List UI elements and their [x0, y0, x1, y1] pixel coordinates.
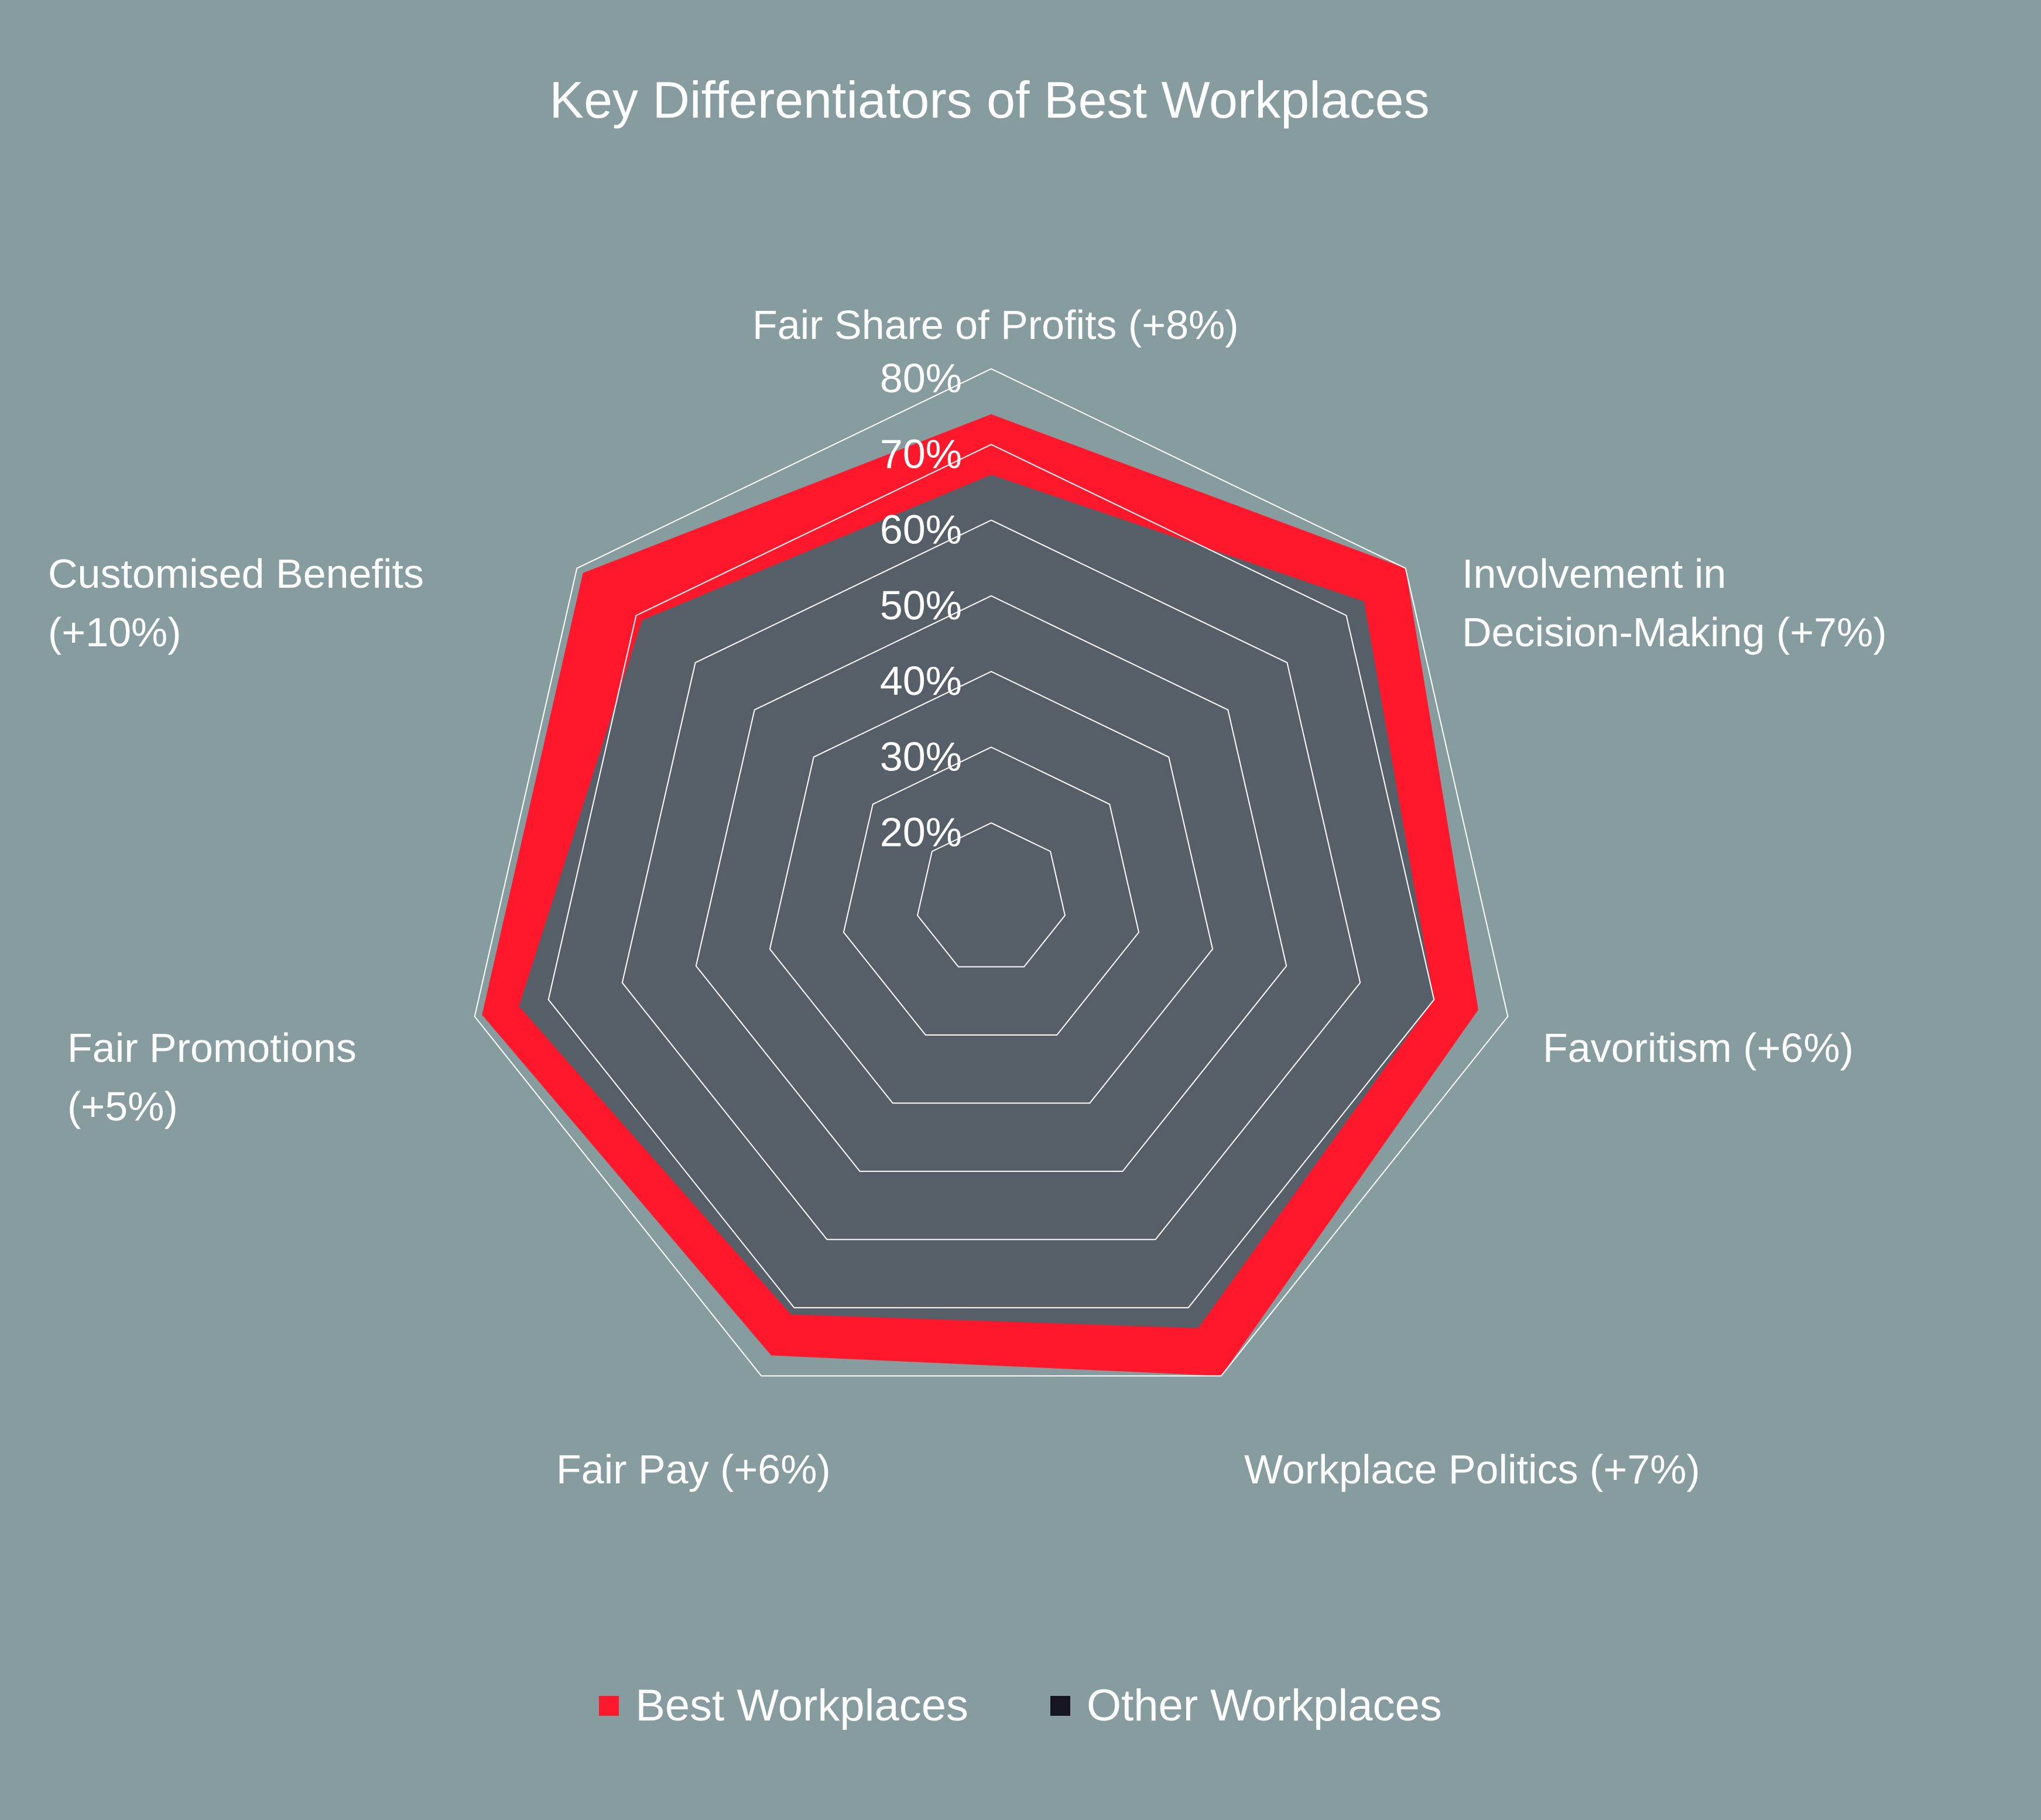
grid-ring-40	[769, 670, 1214, 1104]
radial-tick-label-40: 40%	[880, 658, 962, 704]
axis-label-fair-share-of-profits: Fair Share of Profits (+8%)	[752, 302, 1239, 348]
radial-tick-label-50: 50%	[880, 582, 962, 628]
radial-tick-label-60: 60%	[880, 507, 962, 553]
axis-label-fair-promotions: Fair Promotions (+5%)	[67, 1025, 357, 1129]
grid-ring-60	[621, 519, 1361, 1240]
legend: Best Workplaces Other Workplaces	[0, 1680, 2041, 1731]
grid-ring-80	[474, 368, 1509, 1377]
legend-item-best-workplaces[interactable]: Best Workplaces	[599, 1680, 968, 1731]
legend-label-best-workplaces: Best Workplaces	[635, 1681, 968, 1730]
grid-ring-30	[843, 746, 1140, 1036]
chart-title: Key Differentiators of Best Workplaces	[549, 71, 1430, 129]
grid-ring-50	[695, 595, 1287, 1172]
grid-ring-20	[916, 822, 1066, 968]
series-area-other-workplaces	[519, 475, 1434, 1328]
legend-label-other-workplaces: Other Workplaces	[1087, 1681, 1442, 1730]
radial-tick-label-20: 20%	[880, 810, 962, 855]
radial-tick-label-80: 80%	[880, 355, 962, 401]
axis-label-fair-pay: Fair Pay (+6%)	[556, 1447, 831, 1492]
radial-tick-label-30: 30%	[880, 734, 962, 779]
legend-swatch-other-workplaces	[1050, 1695, 1070, 1716]
axis-label-customised-benefits: Customised Benefits (+10%)	[48, 551, 424, 655]
legend-swatch-best-workplaces	[599, 1695, 619, 1716]
legend-item-other-workplaces[interactable]: Other Workplaces	[1050, 1680, 1442, 1731]
axis-label-workplace-politics: Workplace Politics (+7%)	[1244, 1447, 1700, 1492]
grid-ring-70	[547, 444, 1435, 1308]
axis-label-favoritism: Favoritism (+6%)	[1543, 1025, 1854, 1071]
axis-label-involvement-in-decision-making: Involvement in Decision-Making (+7%)	[1462, 551, 1887, 655]
radial-tick-label-70: 70%	[880, 431, 962, 477]
